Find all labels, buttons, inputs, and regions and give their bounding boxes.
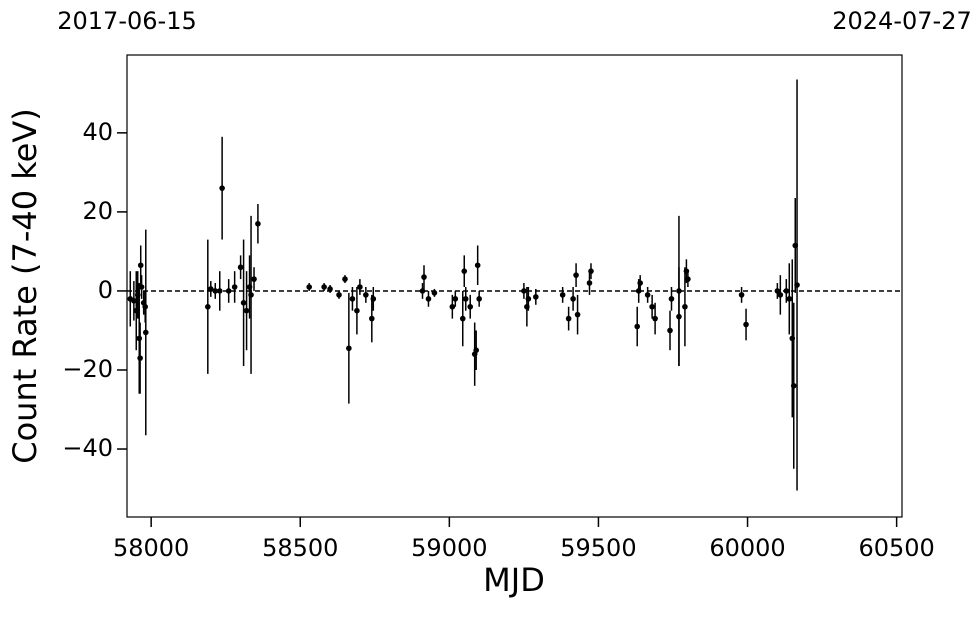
data-point <box>243 307 250 314</box>
data-point <box>321 284 327 290</box>
y-tick-label: 0 <box>98 276 113 304</box>
data-point <box>461 268 468 274</box>
data-point <box>637 280 643 286</box>
data-point <box>743 321 749 328</box>
data-point <box>676 288 682 294</box>
data-point <box>790 382 797 389</box>
data-point <box>212 288 219 294</box>
x-tick-label: 59000 <box>411 534 487 562</box>
data-point <box>459 315 466 322</box>
y-tick-label: −40 <box>62 434 113 462</box>
data-point <box>521 288 527 294</box>
data-point <box>685 276 691 282</box>
x-tick-label: 60000 <box>709 534 785 562</box>
data-point <box>421 274 427 280</box>
data-point <box>237 264 244 271</box>
data-point <box>346 345 352 352</box>
data-point <box>462 296 469 302</box>
data-point <box>336 292 342 298</box>
data-point <box>649 303 655 310</box>
data-point <box>357 284 363 290</box>
data-point <box>794 282 800 288</box>
data-point <box>248 292 254 298</box>
data-point <box>131 298 137 304</box>
y-tick-label: −20 <box>62 355 113 383</box>
data-point <box>306 284 312 290</box>
data-point <box>682 303 688 310</box>
plot-frame <box>126 54 903 518</box>
data-point <box>668 296 675 302</box>
data-point <box>219 185 225 191</box>
top-date-label: 2024-07-27 <box>832 7 971 35</box>
y-tick-label: 40 <box>82 118 113 146</box>
data-point <box>205 303 211 310</box>
data-point <box>634 323 641 330</box>
data-point <box>644 292 651 298</box>
data-point <box>570 296 576 302</box>
data-point <box>136 335 143 342</box>
y-tick-label: 20 <box>82 197 113 225</box>
data-point <box>574 311 581 318</box>
data-point <box>342 276 348 282</box>
data-point <box>137 355 143 361</box>
data-point <box>431 290 438 296</box>
data-point <box>207 286 214 292</box>
data-point <box>363 292 369 298</box>
x-tick-label: 58500 <box>262 534 338 562</box>
data-point <box>586 280 593 286</box>
data-point <box>738 292 745 298</box>
x-tick-label: 59500 <box>560 534 636 562</box>
data-point <box>573 272 579 278</box>
data-point <box>559 292 566 298</box>
data-point <box>251 276 257 282</box>
data-point <box>476 296 482 302</box>
data-point <box>565 315 572 322</box>
data-point <box>474 262 481 269</box>
data-point <box>588 268 594 274</box>
data-point <box>533 294 539 300</box>
data-point <box>467 303 474 310</box>
y-axis-label: Count Rate (7-40 keV) <box>6 108 44 463</box>
data-point <box>240 299 247 306</box>
data-point <box>349 296 356 302</box>
data-point <box>777 292 784 298</box>
x-tick-label: 58000 <box>113 534 189 562</box>
data-point <box>452 296 459 302</box>
top-date-label: 2017-06-15 <box>57 7 196 35</box>
data-point <box>525 296 532 302</box>
data-point <box>370 296 377 302</box>
data-point <box>652 315 658 322</box>
data-point <box>473 347 479 354</box>
data-point <box>774 288 781 294</box>
data-point <box>137 262 144 269</box>
x-axis-label: MJD <box>483 561 545 599</box>
data-point <box>142 329 149 336</box>
data-point <box>419 288 426 294</box>
data-point <box>138 284 145 290</box>
data-point <box>369 315 375 322</box>
data-point <box>783 288 790 294</box>
data-point <box>449 303 456 310</box>
data-point <box>354 307 360 314</box>
data-point <box>667 327 673 334</box>
data-point <box>231 284 238 290</box>
data-point <box>225 288 232 294</box>
data-point <box>255 220 261 227</box>
data-point <box>327 286 333 292</box>
data-point <box>786 296 793 302</box>
x-tick-label: 60500 <box>858 534 934 562</box>
data-point <box>216 288 223 294</box>
data-point <box>425 296 432 302</box>
